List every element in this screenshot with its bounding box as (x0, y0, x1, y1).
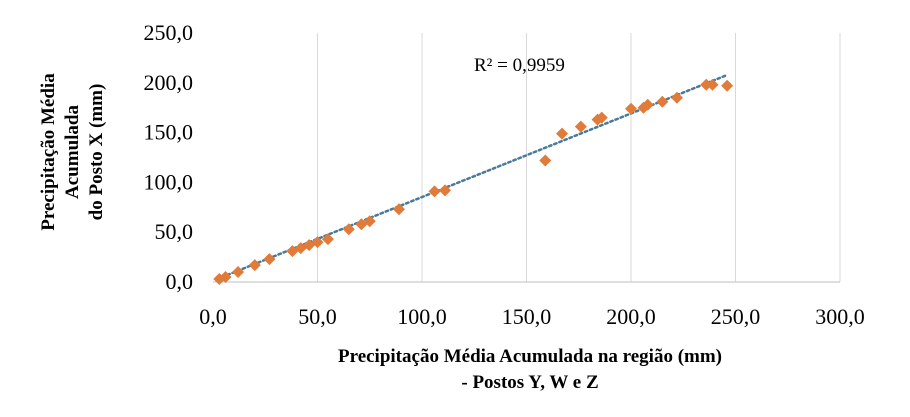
y-tick-label: 150,0 (144, 120, 194, 145)
y-axis-title-line: Acumulada (62, 105, 83, 199)
x-tick-label: 100,0 (397, 304, 447, 329)
y-tick-label: 0,0 (166, 269, 194, 294)
x-tick-label: 300,0 (815, 304, 865, 329)
x-axis-title: Precipitação Média Acumulada na região (… (338, 346, 722, 367)
data-point (641, 98, 654, 111)
x-axis-title-line2: - Postos Y, W e Z (461, 372, 598, 393)
y-tick-label: 50,0 (155, 219, 194, 244)
y-axis-title-line: do Posto X (mm) (86, 84, 107, 221)
data-point (595, 111, 608, 124)
x-tick-label: 200,0 (606, 304, 656, 329)
x-tick-label: 250,0 (711, 304, 761, 329)
data-point (438, 184, 451, 197)
data-point (539, 154, 552, 167)
data-point (428, 185, 441, 198)
x-tick-label: 50,0 (298, 304, 337, 329)
y-tick-label: 100,0 (144, 169, 194, 194)
x-tick-label: 0,0 (199, 304, 227, 329)
data-point (342, 223, 355, 236)
data-point (656, 95, 669, 108)
data-point (721, 79, 734, 92)
data-point (574, 120, 587, 133)
y-axis-title-line: Precipitação Média (38, 73, 59, 231)
data-point (363, 215, 376, 228)
data-point (625, 102, 637, 115)
data-point (670, 91, 683, 104)
data-point (700, 78, 713, 91)
data-point (321, 233, 334, 246)
x-tick-label: 150,0 (502, 304, 552, 329)
data-point (248, 259, 261, 272)
data-point (393, 203, 406, 216)
data-point (232, 266, 245, 279)
data-point (263, 253, 276, 266)
data-point (311, 236, 324, 249)
data-point (219, 271, 232, 284)
data-point (706, 78, 719, 91)
y-tick-label: 250,0 (144, 20, 194, 45)
r-squared-annotation: R² = 0,9959 (474, 55, 565, 76)
y-tick-label: 200,0 (144, 70, 194, 95)
data-point (556, 127, 569, 140)
